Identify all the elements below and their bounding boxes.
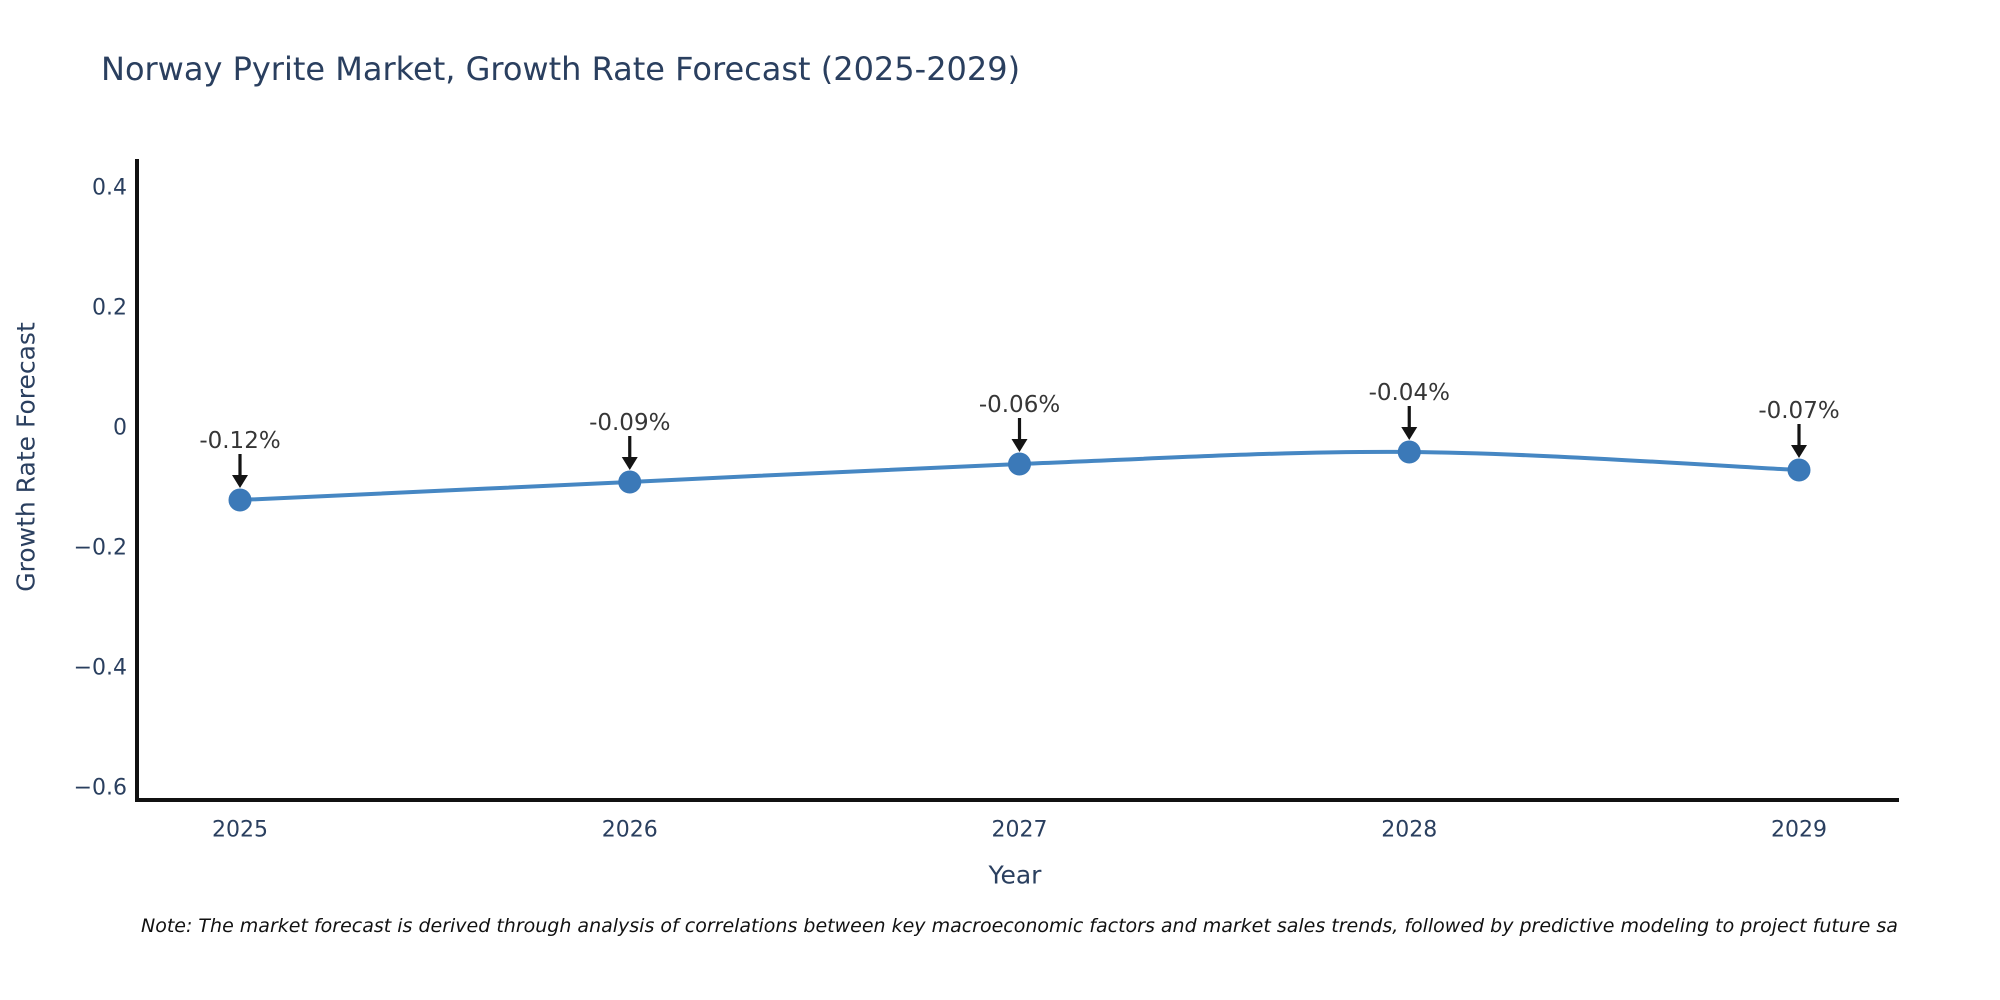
x-axis-title: Year: [988, 860, 1042, 890]
x-tick-label: 2027: [992, 818, 1048, 843]
y-tick-label: −0.4: [74, 656, 127, 681]
data-point-marker: [1787, 458, 1811, 482]
annotation-arrowhead-icon: [621, 457, 638, 470]
point-value-label: -0.06%: [979, 392, 1060, 418]
data-point-marker: [1008, 452, 1031, 476]
x-tick-label: 2025: [212, 818, 268, 843]
y-tick-labels: 0.4 0.2 0 −0.2 −0.4 −0.6: [74, 176, 127, 801]
data-point-marker: [1397, 440, 1421, 464]
footnote: Note: The market forecast is derived thr…: [141, 915, 1898, 937]
point-value-label: -0.12%: [199, 428, 280, 454]
annotation-arrowhead-icon: [232, 475, 248, 488]
y-tick-label: 0.2: [92, 296, 127, 321]
y-tick-label: −0.6: [74, 776, 127, 801]
point-value-label: -0.07%: [1758, 398, 1839, 424]
data-point-marker: [618, 470, 642, 494]
chart-title: Norway Pyrite Market, Growth Rate Foreca…: [101, 50, 1021, 88]
x-tick-label: 2028: [1381, 818, 1437, 843]
y-tick-label: −0.2: [74, 536, 127, 561]
x-tick-labels: 2025 2026 2027 2028 2029: [212, 818, 1827, 843]
annotation-arrowhead-icon: [1401, 427, 1418, 440]
y-tick-label: 0.4: [92, 176, 127, 201]
data-point-marker: [228, 488, 252, 512]
y-tick-label: 0: [113, 416, 127, 441]
point-annotations: -0.12% -0.09% -0.06% -0.04% -0.07%: [199, 380, 1840, 488]
point-value-label: -0.09%: [589, 410, 670, 436]
point-value-label: -0.04%: [1369, 380, 1450, 406]
x-tick-label: 2029: [1771, 818, 1827, 843]
annotation-arrowhead-icon: [1011, 439, 1028, 452]
data-series: [228, 440, 1811, 512]
x-tick-label: 2026: [602, 818, 658, 843]
annotation-arrowhead-icon: [1791, 445, 1807, 458]
